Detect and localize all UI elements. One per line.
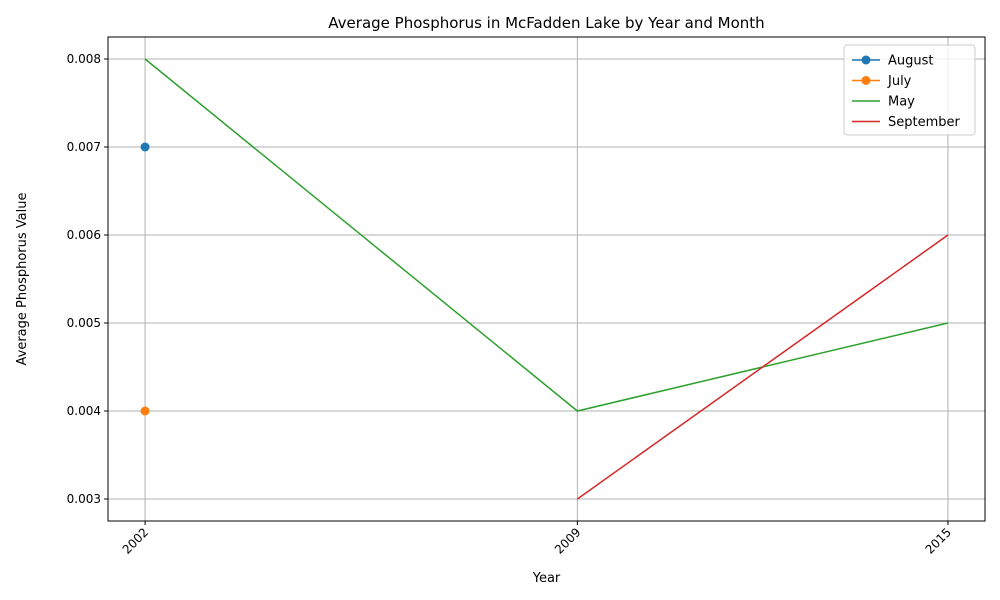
legend-marker-august xyxy=(861,55,871,65)
plot-frame xyxy=(107,36,986,522)
legend-box xyxy=(843,44,976,136)
y-tick-label: 0.008 xyxy=(67,52,101,66)
legend-label-september: September xyxy=(888,115,961,130)
legend-label-july: July xyxy=(887,74,912,89)
y-axis-title: Average Phosphorus Value xyxy=(15,193,30,366)
legend-label-august: August xyxy=(888,54,934,69)
data-point-august xyxy=(140,142,150,152)
y-tick-label: 0.006 xyxy=(67,228,101,242)
series-line-september xyxy=(576,234,949,500)
y-tick-label: 0.003 xyxy=(67,492,101,506)
y-tick-label: 0.004 xyxy=(67,404,101,418)
x-axis-title: Year xyxy=(532,571,561,586)
legend: August July May September xyxy=(843,44,976,136)
series-layer xyxy=(140,58,949,500)
chart-title: Average Phosphorus in McFadden Lake by Y… xyxy=(328,14,764,32)
data-point-july xyxy=(140,406,150,416)
series-line-may xyxy=(144,58,949,412)
legend-label-may: May xyxy=(888,95,915,110)
legend-marker-july xyxy=(861,76,871,85)
y-tick-label: 0.007 xyxy=(67,140,101,154)
y-tick-label: 0.005 xyxy=(67,316,101,330)
